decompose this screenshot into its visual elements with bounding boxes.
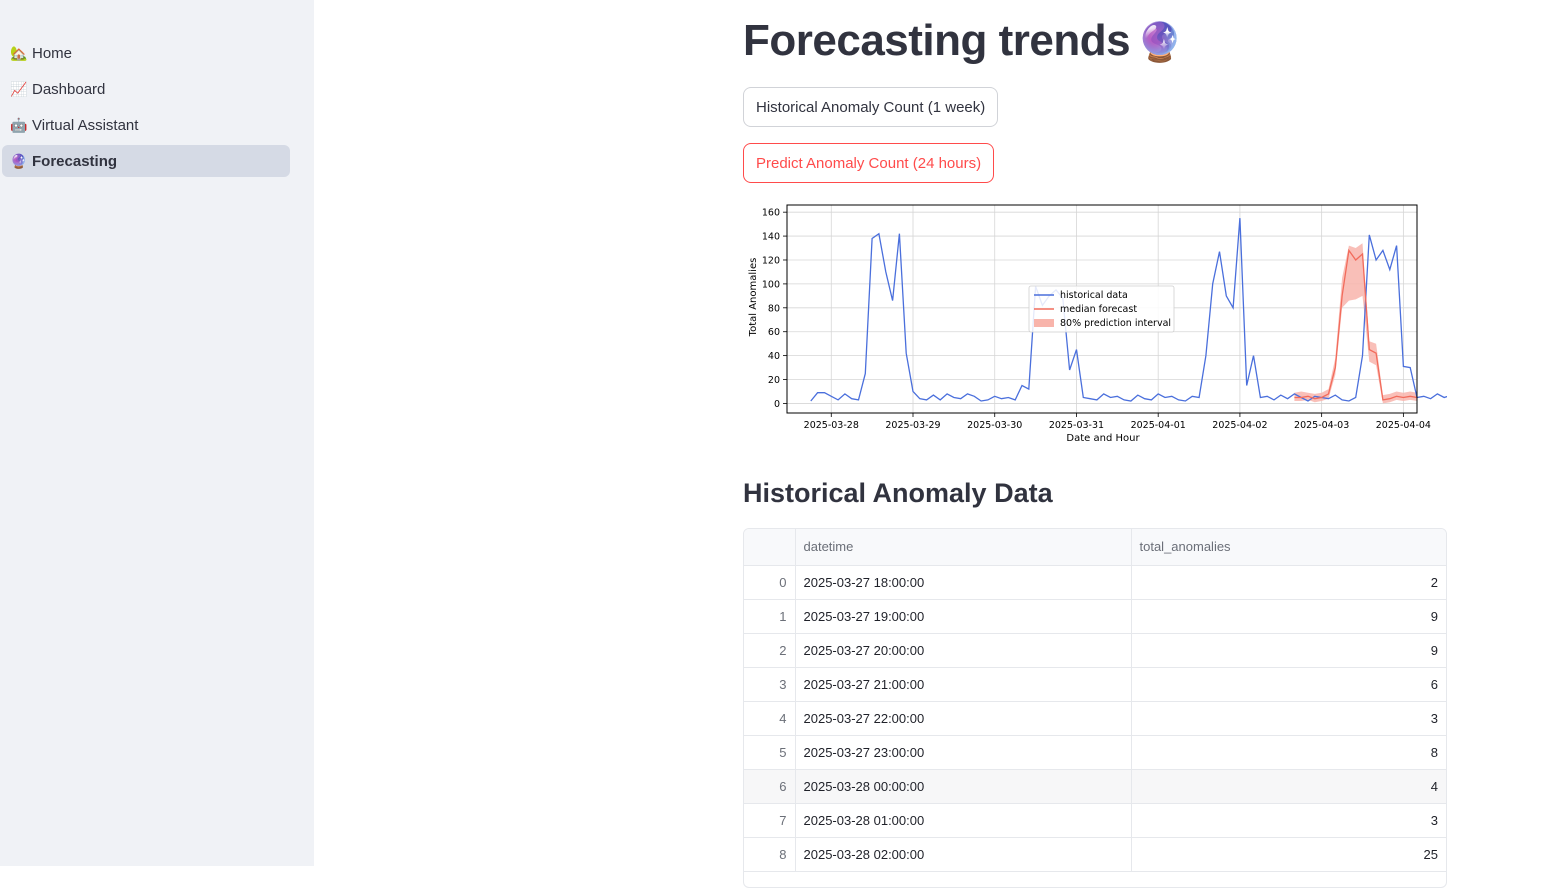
cell-datetime[interactable]: 2025-03-27 20:00:00 [795,633,1132,668]
cell-total-anomalies[interactable]: 6 [1131,667,1446,702]
y-tick-label: 80 [768,303,780,314]
data-table[interactable]: datetime total_anomalies 0 2025-03-27 18:… [743,528,1447,888]
cell-datetime[interactable]: 2025-03-28 01:00:00 [795,803,1132,838]
table-row[interactable]: 7 2025-03-28 01:00:00 3 [744,803,1446,838]
y-tick-label: 160 [762,208,780,219]
table-row[interactable]: 0 2025-03-27 18:00:00 2 [744,565,1446,600]
page-title: Forecasting trends 🔮 [743,16,1183,66]
cell-total-anomalies[interactable]: 9 [1131,633,1446,668]
sidebar-item-virtual-assistant[interactable]: 🤖 Virtual Assistant [2,109,290,141]
cell-datetime[interactable]: 2025-03-27 18:00:00 [795,565,1132,600]
sidebar-item-forecasting[interactable]: 🔮 Forecasting [2,145,290,177]
chart-increasing-icon: 📈 [10,80,28,97]
row-index: 5 [744,735,796,770]
y-tick-label: 0 [774,399,780,410]
y-axis-label: Total Anomalies [748,258,759,338]
cell-total-anomalies[interactable]: 9 [1131,599,1446,634]
cell-datetime[interactable]: 2025-03-28 00:00:00 [795,769,1132,804]
cell-datetime[interactable]: 2025-03-27 22:00:00 [795,701,1132,736]
robot-icon: 🤖 [10,116,28,133]
x-tick-label: 2025-03-29 [885,420,940,431]
cell-total-anomalies[interactable]: 8 [1131,735,1446,770]
crystal-ball-icon: 🔮 [10,152,28,169]
x-tick-label: 2025-04-03 [1294,420,1349,431]
cell-total-anomalies[interactable]: 4 [1131,769,1446,804]
y-tick-label: 100 [762,279,780,290]
sidebar-nav: 🏡 Home 📈 Dashboard 🤖 Virtual Assistant 🔮… [2,37,290,181]
sidebar-item-label: Home [32,44,73,62]
sidebar-item-label: Forecasting [32,152,118,170]
column-header-total-anomalies[interactable]: total_anomalies [1131,529,1446,566]
y-tick-label: 20 [768,375,780,386]
sidebar: 🏡 Home 📈 Dashboard 🤖 Virtual Assistant 🔮… [0,0,314,866]
cell-total-anomalies[interactable]: 3 [1131,701,1446,736]
y-tick-label: 120 [762,255,780,266]
row-index: 7 [744,803,796,838]
predict-anomaly-count-button[interactable]: Predict Anomaly Count (24 hours) [743,143,995,183]
table-row[interactable]: 4 2025-03-27 22:00:00 3 [744,701,1446,736]
table-row[interactable]: 6 2025-03-28 00:00:00 4 [744,769,1446,804]
row-index: 2 [744,633,796,668]
table-body: 0 2025-03-27 18:00:00 2 1 2025-03-27 19:00:0… [744,565,1446,872]
sidebar-item-home[interactable]: 🏡 Home [2,37,290,69]
cell-datetime[interactable]: 2025-03-27 19:00:00 [795,599,1132,634]
page-title-text: Forecasting trends [743,16,1131,65]
table-header-row: datetime total_anomalies [744,529,1446,566]
table-row[interactable]: 1 2025-03-27 19:00:00 9 [744,599,1446,634]
row-index: 4 [744,701,796,736]
x-tick-label: 2025-04-04 [1376,420,1431,431]
cell-datetime[interactable]: 2025-03-27 23:00:00 [795,735,1132,770]
prediction-interval-band [1294,243,1417,404]
legend-interval-label: 80% prediction interval [1060,318,1171,329]
chart-axes: 0 20 40 60 80 100 120 140 160 2025-03-28 2025-03-2… [762,208,1431,431]
legend-forecast-label: median forecast [1060,304,1137,315]
table-row[interactable]: 5 2025-03-27 23:00:00 8 [744,735,1446,770]
chart-legend: historical data median forecast 80% pred… [1028,285,1175,333]
data-table-grid: datetime total_anomalies 0 2025-03-27 18:… [744,529,1446,872]
row-index: 6 [744,769,796,804]
x-tick-label: 2025-04-01 [1131,420,1186,431]
y-tick-label: 60 [768,327,780,338]
x-tick-label: 2025-04-02 [1212,420,1267,431]
x-tick-label: 2025-03-28 [804,420,859,431]
legend-historical-label: historical data [1060,290,1128,301]
legend-interval-swatch [1034,319,1054,327]
cell-total-anomalies[interactable]: 2 [1131,565,1446,600]
crystal-ball-icon: 🔮 [1136,22,1183,64]
row-index: 0 [744,565,796,600]
row-index: 3 [744,667,796,702]
historical-anomaly-count-button[interactable]: Historical Anomaly Count (1 week) [743,87,999,127]
sidebar-item-label: Virtual Assistant [32,116,139,134]
sidebar-item-label: Dashboard [32,80,106,98]
prediction-interval-layer [1294,243,1417,404]
x-tick-label: 2025-03-31 [1049,420,1104,431]
table-row[interactable]: 2 2025-03-27 20:00:00 9 [744,633,1446,668]
y-tick-label: 140 [762,232,780,243]
x-axis-label: Date and Hour [1066,433,1140,444]
house-icon: 🏡 [10,44,28,61]
y-tick-label: 40 [768,351,780,362]
section-title: Historical Anomaly Data [743,478,1053,508]
x-tick-label: 2025-03-30 [967,420,1022,431]
forecast-chart: 0 20 40 60 80 100 120 140 160 2025-03-28 2025-03-2… [748,204,1447,444]
row-index: 1 [744,599,796,634]
index-column-header [744,529,796,566]
series-lines-layer [810,218,1447,402]
plot-frame [786,204,1418,414]
cell-datetime[interactable]: 2025-03-27 21:00:00 [795,667,1132,702]
cell-total-anomalies[interactable]: 3 [1131,803,1446,838]
legend-box [1028,285,1175,333]
sidebar-item-dashboard[interactable]: 📈 Dashboard [2,73,290,105]
historical-data-line [810,218,1447,402]
column-header-datetime[interactable]: datetime [795,529,1132,566]
table-row[interactable]: 3 2025-03-27 21:00:00 6 [744,667,1446,702]
median-forecast-line [1294,248,1418,401]
